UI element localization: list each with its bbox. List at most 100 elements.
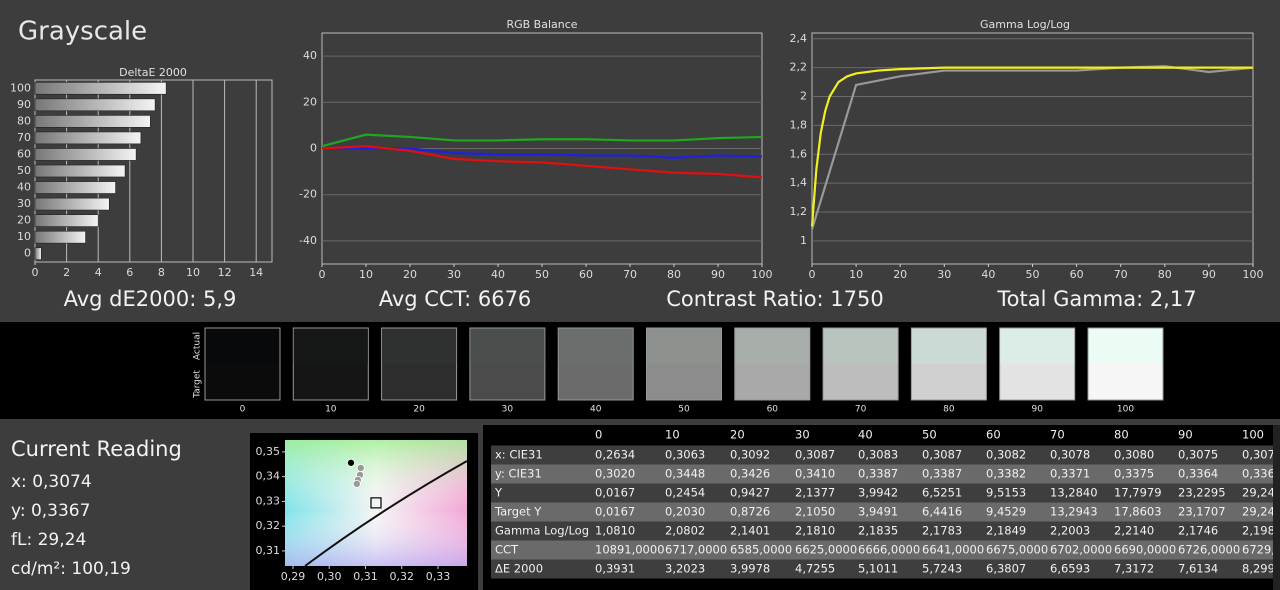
table-cell: 1,0810 [595, 524, 635, 538]
swatch-label: 30 [502, 405, 514, 415]
column-header: 30 [795, 428, 810, 442]
x-tick-label: 40 [491, 268, 505, 281]
bar [34, 98, 156, 112]
column-header: 40 [858, 428, 873, 442]
x-tick-label: 0,32 [389, 570, 414, 583]
summary-stat: Avg dE2000: 5,9 [64, 287, 237, 311]
table-cell: 17,7979 [1114, 486, 1162, 500]
column-header: 90 [1178, 428, 1193, 442]
cie-background-overlay [285, 440, 467, 566]
y-tick-label: 100 [10, 81, 31, 94]
y-tick-label: 2 [800, 90, 807, 103]
x-tick-label: 80 [1158, 268, 1172, 281]
table-row [491, 483, 1273, 503]
table-cell: 29,24 [1242, 486, 1275, 500]
table-cell: 5,1011 [858, 562, 898, 576]
x-tick-label: 40 [981, 268, 995, 281]
table-cell: 0,8726 [730, 505, 770, 519]
summary-stat: Contrast Ratio: 1750 [666, 287, 884, 311]
y-tick-label: 0,35 [256, 445, 281, 458]
measured-point [356, 463, 365, 472]
table-row [491, 521, 1273, 541]
table-cell: 2,1783 [922, 524, 962, 538]
scrollbar[interactable] [1273, 425, 1280, 590]
x-tick-label: 30 [447, 268, 461, 281]
y-tick-label: 2,4 [790, 32, 808, 45]
table-cell: 0,3087 [795, 448, 835, 462]
table-cell: 2,1050 [795, 505, 835, 519]
table-cell: 6729, [1242, 543, 1275, 557]
x-tick-label: 30 [937, 268, 951, 281]
reading-line: y: 0,3367 [11, 501, 90, 521]
chart-title: Gamma Log/Log [980, 18, 1070, 31]
table-cell: 0,3375 [1114, 467, 1154, 481]
y-tick-label: 1,6 [790, 147, 808, 160]
table-row [491, 559, 1273, 579]
swatch-label: 10 [325, 405, 337, 415]
table-cell: 2,1810 [795, 524, 835, 538]
table-cell: 3,9978 [730, 562, 770, 576]
table-row [491, 540, 1273, 560]
table-row [491, 502, 1273, 522]
page-title: Grayscale [18, 17, 147, 47]
table-cell: 6702,0000 [1050, 543, 1112, 557]
column-header: 0 [595, 428, 602, 442]
table-cell: 0,3387 [858, 467, 898, 481]
table-cell: 23,1707 [1178, 505, 1226, 519]
series-line [810, 66, 1253, 227]
table-cell: 6,4416 [922, 505, 962, 519]
y-tick-label: 80 [17, 114, 31, 127]
table-cell: y: CIE31 [495, 467, 542, 481]
y-tick-label: 1,8 [790, 118, 808, 131]
target-point [370, 497, 382, 509]
table-row [491, 464, 1273, 484]
table-cell: 17,8603 [1114, 505, 1162, 519]
table-cell: 13,2943 [1050, 505, 1098, 519]
swatch-actual [823, 328, 898, 364]
x-tick-label: 60 [1070, 268, 1084, 281]
table-cell: 0,3364 [1178, 467, 1218, 481]
swatch-actual [1000, 328, 1075, 364]
swatch-label: 70 [855, 405, 867, 415]
table-cell: 0,2030 [665, 505, 705, 519]
table-row [491, 445, 1273, 465]
x-tick-label: 0,29 [281, 570, 306, 583]
table-cell: Y [494, 486, 503, 500]
bar [34, 82, 167, 95]
table-cell: 6717,0000 [665, 543, 727, 557]
reading-line: fL: 29,24 [11, 530, 86, 550]
y-tick-label: 10 [17, 230, 31, 243]
bar [34, 164, 126, 178]
table-cell: x: CIE31 [495, 448, 543, 462]
reading-line: cd/m²: 100,19 [11, 559, 131, 579]
table-cell: 0,3410 [795, 467, 835, 481]
table-cell: 0,3092 [730, 448, 770, 462]
bar [34, 197, 110, 211]
y-tick-label: 70 [17, 131, 31, 144]
bar [34, 131, 142, 145]
x-tick-label: 12 [218, 266, 232, 279]
swatch-label: 60 [767, 405, 779, 415]
swatch-actual-label: Actual [193, 332, 203, 360]
table-cell: 2,1377 [795, 486, 835, 500]
table-cell: 6,3807 [986, 562, 1026, 576]
y-tick-label: 0,34 [256, 470, 281, 483]
swatch-actual [735, 328, 810, 364]
table-cell: 0,3078 [1050, 448, 1090, 462]
x-tick-label: 20 [893, 268, 907, 281]
table-cell: 0,3075 [1178, 448, 1218, 462]
swatch-label: 20 [413, 405, 425, 415]
x-tick-label: 0 [809, 268, 816, 281]
table-cell: 2,2003 [1050, 524, 1090, 538]
table-cell: 29,24 [1242, 505, 1275, 519]
y-tick-label: 90 [17, 98, 31, 111]
table-cell: 0,3448 [665, 467, 705, 481]
y-tick-label: 0,32 [256, 519, 281, 532]
y-tick-label: 0 [310, 142, 317, 155]
x-tick-label: 100 [752, 268, 773, 281]
summary-stat: Avg CCT: 6676 [379, 287, 532, 311]
y-tick-label: 40 [303, 49, 317, 62]
table-cell: 0,3931 [595, 562, 635, 576]
x-tick-label: 50 [535, 268, 549, 281]
